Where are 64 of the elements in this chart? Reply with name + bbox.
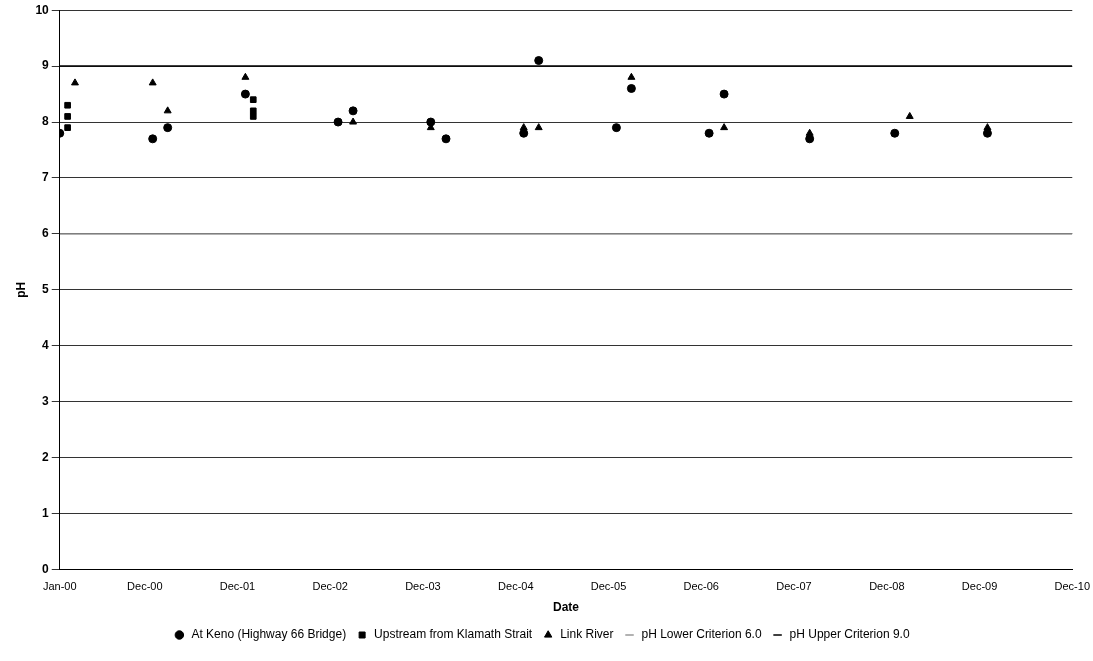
x-tick-label: Dec-07 [776, 580, 812, 593]
point [163, 123, 173, 133]
legend-label: pH Lower Criterion 6.0 [641, 627, 762, 642]
point [519, 128, 529, 138]
x-tick-label: Dec-02 [312, 580, 348, 593]
y-tick-label: 7 [42, 170, 50, 185]
y-tick-label: 5 [42, 282, 50, 297]
x-tick-label: Dec-00 [127, 580, 163, 593]
point [349, 117, 358, 125]
point [148, 134, 158, 144]
point [249, 113, 257, 120]
point [348, 106, 358, 116]
point [163, 106, 172, 114]
point [426, 117, 436, 127]
x-axis-title: Date [553, 600, 580, 615]
x-tick-label: Jan-00 [42, 580, 77, 593]
point [982, 128, 992, 138]
point [611, 123, 621, 133]
point [534, 56, 544, 66]
x-tick-label: Dec-01 [219, 580, 256, 593]
point [333, 117, 343, 127]
x-tick-label: Dec-05 [590, 580, 627, 593]
y-axis-title: pH [13, 281, 28, 298]
point [890, 128, 900, 138]
point [983, 123, 992, 131]
legend-label: Link River [560, 627, 614, 642]
point [64, 124, 71, 131]
point [905, 111, 914, 119]
x-tick-label: Dec-06 [683, 580, 719, 593]
y-tick-label: 0 [42, 561, 50, 576]
point [627, 72, 636, 80]
point [534, 123, 543, 131]
legend-label: Upstream from Klamath Strait [374, 627, 533, 642]
point [241, 72, 250, 80]
point [64, 113, 71, 120]
point [720, 123, 729, 131]
point [64, 101, 71, 109]
x-tick-label: Dec-03 [405, 580, 441, 593]
legend-label: At Keno (Highway 66 Bridge) [191, 627, 347, 642]
x-tick-label: Dec-08 [869, 580, 905, 593]
y-tick-label: 4 [42, 338, 50, 353]
legend-label: pH Upper Criterion 9.0 [789, 627, 910, 642]
x-tick-label: Dec-04 [498, 580, 534, 593]
point [519, 123, 528, 131]
point [719, 89, 729, 99]
y-tick-label: 9 [42, 58, 50, 73]
y-tick-label: 3 [42, 393, 50, 408]
point [704, 128, 714, 138]
point [805, 128, 814, 136]
point [626, 83, 636, 93]
point [249, 107, 257, 115]
x-tick-label: Dec-10 [1054, 580, 1090, 593]
y-tick-label: 6 [42, 226, 50, 241]
point [71, 78, 79, 86]
y-tick-label: 8 [42, 114, 50, 129]
point [805, 134, 815, 144]
point [240, 89, 250, 99]
x-tick-label: Dec-09 [961, 580, 998, 593]
point [249, 96, 257, 103]
point [441, 134, 451, 144]
y-tick-label: 2 [42, 449, 50, 464]
point [148, 78, 157, 86]
y-tick-label: 1 [42, 505, 50, 520]
y-tick-label: 10 [35, 2, 50, 17]
